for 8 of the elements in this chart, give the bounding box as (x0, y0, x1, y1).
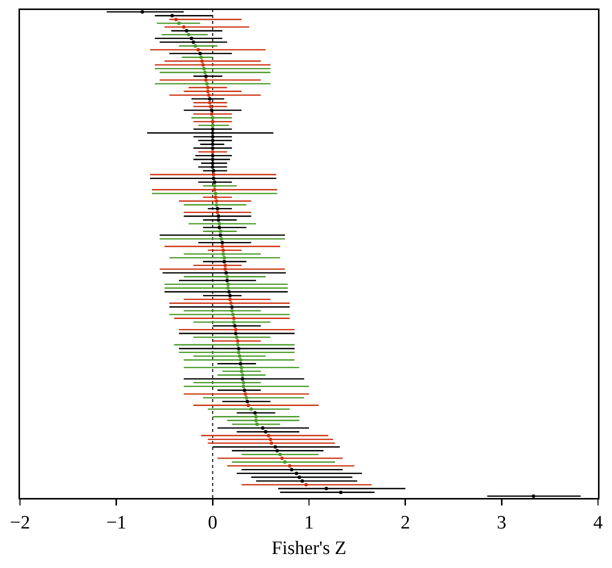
x-tick-label: 1 (304, 512, 314, 534)
x-tick-label: −1 (106, 512, 126, 534)
x-tick-label: 4 (593, 512, 604, 534)
x-tick-label: 2 (400, 512, 410, 534)
x-tick-label: 0 (208, 512, 218, 534)
x-tick-label: −2 (10, 512, 30, 534)
x-axis-title: Fisher's Z (272, 538, 346, 559)
x-tick-label: 3 (496, 512, 506, 534)
